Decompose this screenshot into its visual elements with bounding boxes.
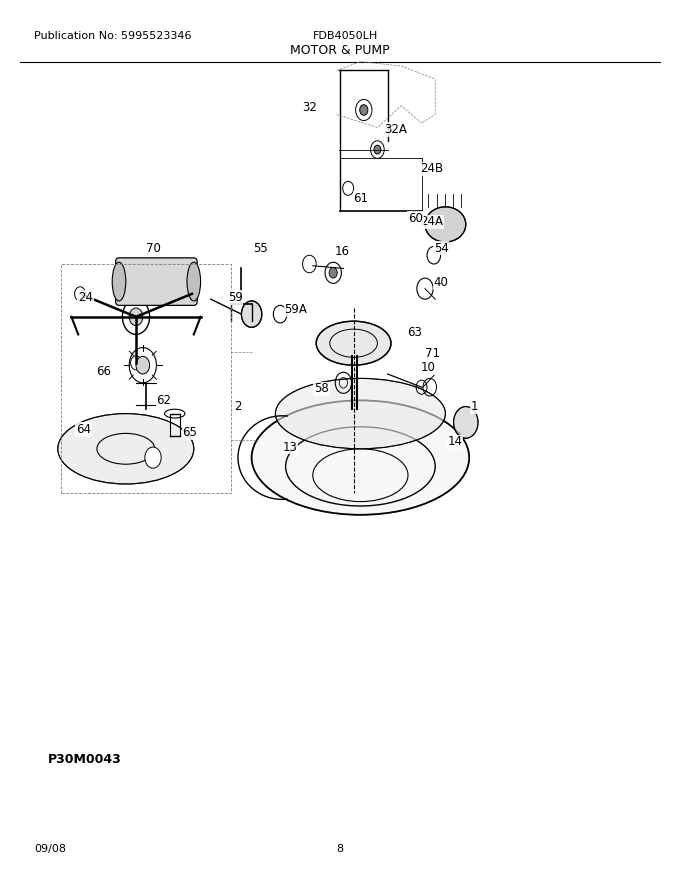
- Ellipse shape: [252, 400, 469, 515]
- Text: FDB4050LH: FDB4050LH: [313, 31, 378, 40]
- Text: 09/08: 09/08: [34, 844, 66, 854]
- Text: 24: 24: [78, 291, 93, 304]
- Text: 13: 13: [282, 441, 297, 453]
- Circle shape: [329, 268, 337, 278]
- Text: 8: 8: [337, 844, 343, 854]
- Ellipse shape: [275, 378, 445, 449]
- Text: 10: 10: [420, 362, 435, 374]
- Text: 54: 54: [434, 242, 449, 254]
- Text: 60: 60: [408, 212, 423, 224]
- Text: 58: 58: [314, 383, 329, 395]
- Circle shape: [136, 356, 150, 374]
- Text: 70: 70: [146, 242, 161, 254]
- Text: 63: 63: [407, 326, 422, 339]
- Ellipse shape: [425, 207, 466, 242]
- Text: 16: 16: [335, 246, 350, 258]
- FancyBboxPatch shape: [116, 258, 197, 305]
- Circle shape: [454, 407, 478, 438]
- Text: 2: 2: [235, 400, 242, 413]
- Text: 59: 59: [228, 291, 243, 304]
- Text: 24A: 24A: [420, 216, 443, 228]
- Text: 61: 61: [354, 192, 369, 204]
- Text: P30M0043: P30M0043: [48, 752, 121, 766]
- Text: 1: 1: [471, 400, 478, 413]
- Text: MOTOR & PUMP: MOTOR & PUMP: [290, 44, 390, 57]
- Text: 32: 32: [303, 101, 318, 114]
- Ellipse shape: [187, 262, 201, 301]
- Circle shape: [241, 301, 262, 327]
- Ellipse shape: [58, 414, 194, 484]
- Ellipse shape: [316, 321, 391, 365]
- Text: 55: 55: [253, 242, 268, 254]
- Text: 64: 64: [76, 423, 91, 436]
- Text: 62: 62: [156, 394, 171, 407]
- Circle shape: [360, 105, 368, 115]
- Circle shape: [129, 308, 143, 326]
- Text: 66: 66: [97, 365, 112, 378]
- Text: Publication No: 5995523346: Publication No: 5995523346: [34, 31, 192, 40]
- Text: 32A: 32A: [384, 123, 407, 136]
- Text: 65: 65: [182, 427, 197, 439]
- Circle shape: [374, 145, 381, 154]
- Text: 71: 71: [425, 348, 440, 360]
- Circle shape: [145, 447, 161, 468]
- Text: 24B: 24B: [420, 163, 443, 175]
- Text: 59A: 59A: [284, 304, 307, 316]
- Text: 14: 14: [447, 436, 462, 448]
- Text: 40: 40: [434, 276, 449, 289]
- Ellipse shape: [112, 262, 126, 301]
